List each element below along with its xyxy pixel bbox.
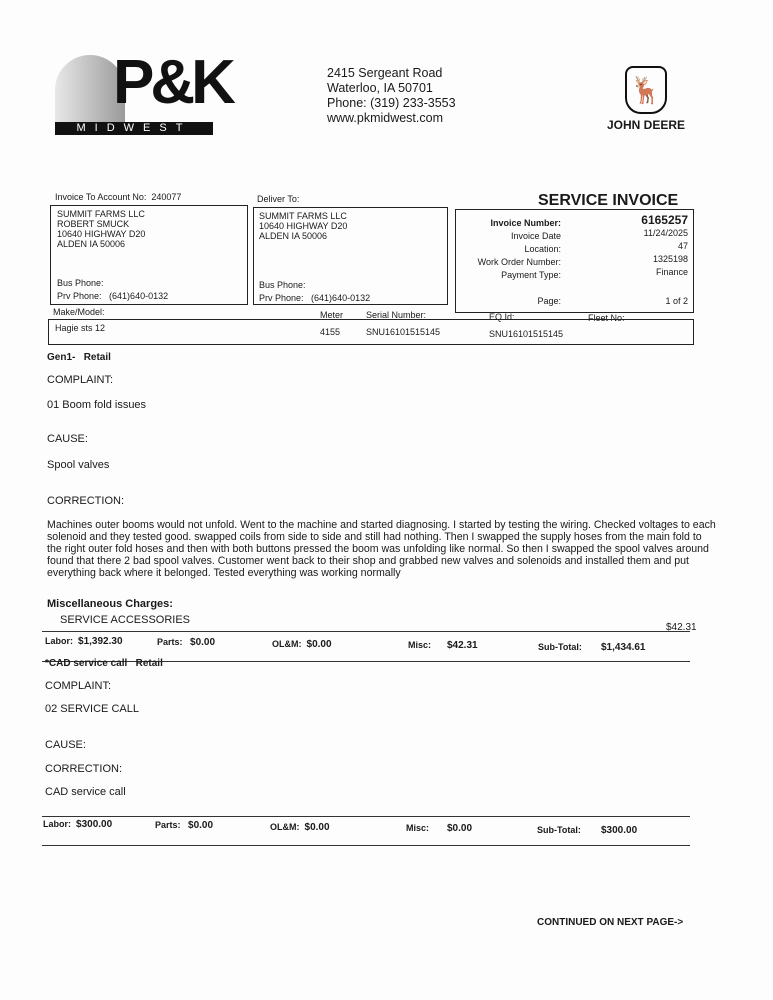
eq-id: SNU16101515145 bbox=[489, 329, 564, 339]
make-label: Make/Model: bbox=[53, 307, 105, 317]
work-order-number: 1325198 bbox=[652, 254, 688, 264]
line: ALDEN IA 50006 bbox=[57, 239, 126, 249]
prv-phone: (641)640-0132 bbox=[109, 291, 169, 301]
correction-text: CAD service call bbox=[45, 786, 126, 798]
bill-to-box: SUMMIT FARMS LLC ROBERT SMUCK 10640 HIGH… bbox=[50, 205, 248, 305]
pk-midwest-logo: P&K MIDWEST bbox=[55, 48, 236, 137]
label: Parts: bbox=[155, 820, 181, 830]
label: Payment Type: bbox=[501, 270, 561, 280]
meter: 4155 bbox=[320, 327, 341, 337]
location: 47 bbox=[677, 241, 688, 251]
address-line: 2415 Sergeant Road bbox=[327, 66, 443, 80]
olm-total: $0.00 bbox=[306, 639, 332, 650]
label: OL&M: bbox=[270, 822, 300, 832]
labor-total: $1,392.30 bbox=[78, 636, 123, 647]
label: Labor: bbox=[45, 636, 73, 646]
complaint-label: COMPLAINT: bbox=[47, 374, 114, 386]
misc-item: SERVICE ACCESSORIES bbox=[60, 614, 191, 626]
phone: Phone: (319) 233-3553 bbox=[327, 96, 456, 110]
line: 10640 HIGHWAY D20 bbox=[57, 229, 146, 239]
page-number: 1 of 2 bbox=[665, 296, 688, 306]
job-1-title: Gen1- Retail bbox=[47, 352, 111, 363]
prv-phone: (641)640-0132 bbox=[311, 293, 371, 303]
cause-label: CAUSE: bbox=[47, 433, 88, 445]
prv-phone-label: Prv Phone: bbox=[259, 293, 304, 303]
label: Misc: bbox=[406, 823, 430, 833]
line: ROBERT SMUCK bbox=[57, 219, 130, 229]
complaint: 01 Boom fold issues bbox=[47, 399, 147, 411]
labor-total: $300.00 bbox=[76, 819, 113, 830]
correction-label: CORRECTION: bbox=[47, 495, 124, 507]
page-title: SERVICE INVOICE bbox=[538, 192, 679, 209]
dealer-address: 2415 Sergeant Road Waterloo, IA 50701 Ph… bbox=[327, 66, 456, 126]
line: SUMMIT FARMS LLC bbox=[259, 211, 347, 221]
misc-item-amount: $42.31 bbox=[666, 622, 697, 633]
eq-label: EQ Id: bbox=[489, 312, 515, 322]
complaint-label: COMPLAINT: bbox=[45, 680, 112, 692]
subtotal: $300.00 bbox=[601, 825, 638, 836]
job-2-title: *CAD service call Retail bbox=[45, 658, 163, 669]
website-link[interactable]: www.pkmidwest.com bbox=[327, 111, 443, 125]
deer-icon: 🦌 bbox=[625, 66, 667, 114]
label: Invoice To Account No: bbox=[55, 192, 147, 202]
logo-subtext: MIDWEST bbox=[55, 122, 213, 135]
equipment-row bbox=[48, 319, 694, 345]
invoice-number: 6165257 bbox=[641, 213, 688, 227]
bus-phone-label: Bus Phone: bbox=[259, 280, 306, 290]
page-label: Page: bbox=[537, 296, 561, 306]
deliver-to-label: Deliver To: bbox=[257, 194, 300, 204]
john-deere-logo: 🦌 JOHN DEERE bbox=[596, 66, 696, 132]
correction-text: Machines outer booms would not unfold. W… bbox=[47, 519, 716, 579]
deliver-to-box: SUMMIT FARMS LLC 10640 HIGHWAY D20 ALDEN… bbox=[253, 207, 448, 305]
title: Gen1- bbox=[47, 352, 76, 363]
meter-label: Meter bbox=[320, 310, 344, 320]
label: Invoice Number: bbox=[490, 218, 561, 228]
serial-label: Serial Number: bbox=[366, 310, 427, 320]
misc-charges-label: Miscellaneous Charges: bbox=[47, 598, 173, 610]
cause-label: CAUSE: bbox=[45, 739, 86, 751]
olm-total: $0.00 bbox=[304, 822, 330, 833]
invoice-info-box: Invoice Number: Invoice Date Location: W… bbox=[455, 209, 694, 313]
type: Retail bbox=[83, 352, 111, 363]
label: Work Order Number: bbox=[477, 257, 561, 267]
line: ALDEN IA 50006 bbox=[259, 231, 328, 241]
label: OL&M: bbox=[272, 639, 302, 649]
serial-number: SNU16101515145 bbox=[366, 327, 441, 337]
account-number: Invoice To Account No: 240077 bbox=[55, 192, 181, 202]
payment-type: Finance bbox=[655, 267, 688, 277]
prv-phone-label: Prv Phone: bbox=[57, 291, 102, 301]
john-deere-text: JOHN DEERE bbox=[606, 118, 686, 132]
value: 240077 bbox=[151, 192, 182, 202]
continued-note: CONTINUED ON NEXT PAGE-> bbox=[537, 917, 684, 928]
label: Parts: bbox=[157, 637, 183, 647]
label: Sub-Total: bbox=[538, 642, 582, 652]
label: Labor: bbox=[43, 819, 71, 829]
logo-text: P&K bbox=[113, 48, 236, 117]
bus-phone-label: Bus Phone: bbox=[57, 278, 104, 288]
subtotal: $1,434.61 bbox=[601, 642, 646, 653]
address-line: Waterloo, IA 50701 bbox=[327, 81, 433, 95]
parts-total: $0.00 bbox=[188, 820, 214, 831]
type: Retail bbox=[135, 658, 163, 669]
label: Location: bbox=[524, 244, 561, 254]
complaint: 02 SERVICE CALL bbox=[45, 703, 139, 715]
label: Misc: bbox=[408, 640, 432, 650]
title: *CAD service call bbox=[45, 658, 128, 669]
label: Invoice Date bbox=[510, 231, 561, 241]
parts-total: $0.00 bbox=[190, 637, 216, 648]
line: 10640 HIGHWAY D20 bbox=[259, 221, 348, 231]
make-model: Hagie sts 12 bbox=[55, 323, 106, 333]
line: SUMMIT FARMS LLC bbox=[57, 209, 145, 219]
fleet-label: Fleet No: bbox=[588, 313, 625, 323]
label: Sub-Total: bbox=[537, 825, 581, 835]
correction-label: CORRECTION: bbox=[45, 763, 122, 775]
misc-total: $42.31 bbox=[447, 640, 478, 651]
misc-total: $0.00 bbox=[447, 823, 473, 834]
cause: Spool valves bbox=[47, 459, 110, 471]
invoice-date: 11/24/2025 bbox=[643, 228, 688, 238]
